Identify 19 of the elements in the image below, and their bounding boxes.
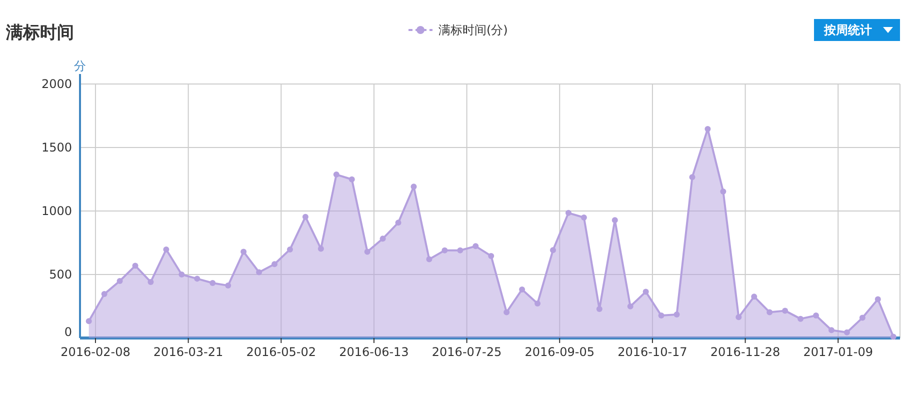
y-tick-label: 1500 bbox=[41, 140, 72, 154]
x-tick-label: 2017-01-09 bbox=[803, 345, 873, 359]
x-tick-label: 2016-07-25 bbox=[432, 345, 502, 359]
y-axis-title: 分 bbox=[74, 59, 86, 73]
x-tick-label: 2016-02-08 bbox=[60, 345, 130, 359]
x-tick-label: 2016-09-05 bbox=[524, 345, 594, 359]
y-tick-label: 500 bbox=[49, 268, 72, 282]
x-tick-label: 2016-03-21 bbox=[153, 345, 224, 359]
button: 按周统计 bbox=[814, 19, 900, 41]
y-tick-label: 1000 bbox=[41, 204, 72, 218]
x-tick-label: 2016-06-13 bbox=[339, 345, 409, 359]
x-tick-label: 2016-05-02 bbox=[246, 345, 316, 359]
y-tick-label: 2000 bbox=[41, 77, 72, 91]
chart-title: 满标时间 bbox=[5, 23, 74, 43]
x-tick-label: 2016-10-17 bbox=[618, 345, 688, 359]
legend-label: 满标时间(分) bbox=[438, 23, 508, 37]
x-tick-label: 2016-11-28 bbox=[710, 345, 780, 359]
y-tick-label: 0 bbox=[64, 325, 72, 339]
legend: 满标时间(分) bbox=[408, 23, 508, 37]
